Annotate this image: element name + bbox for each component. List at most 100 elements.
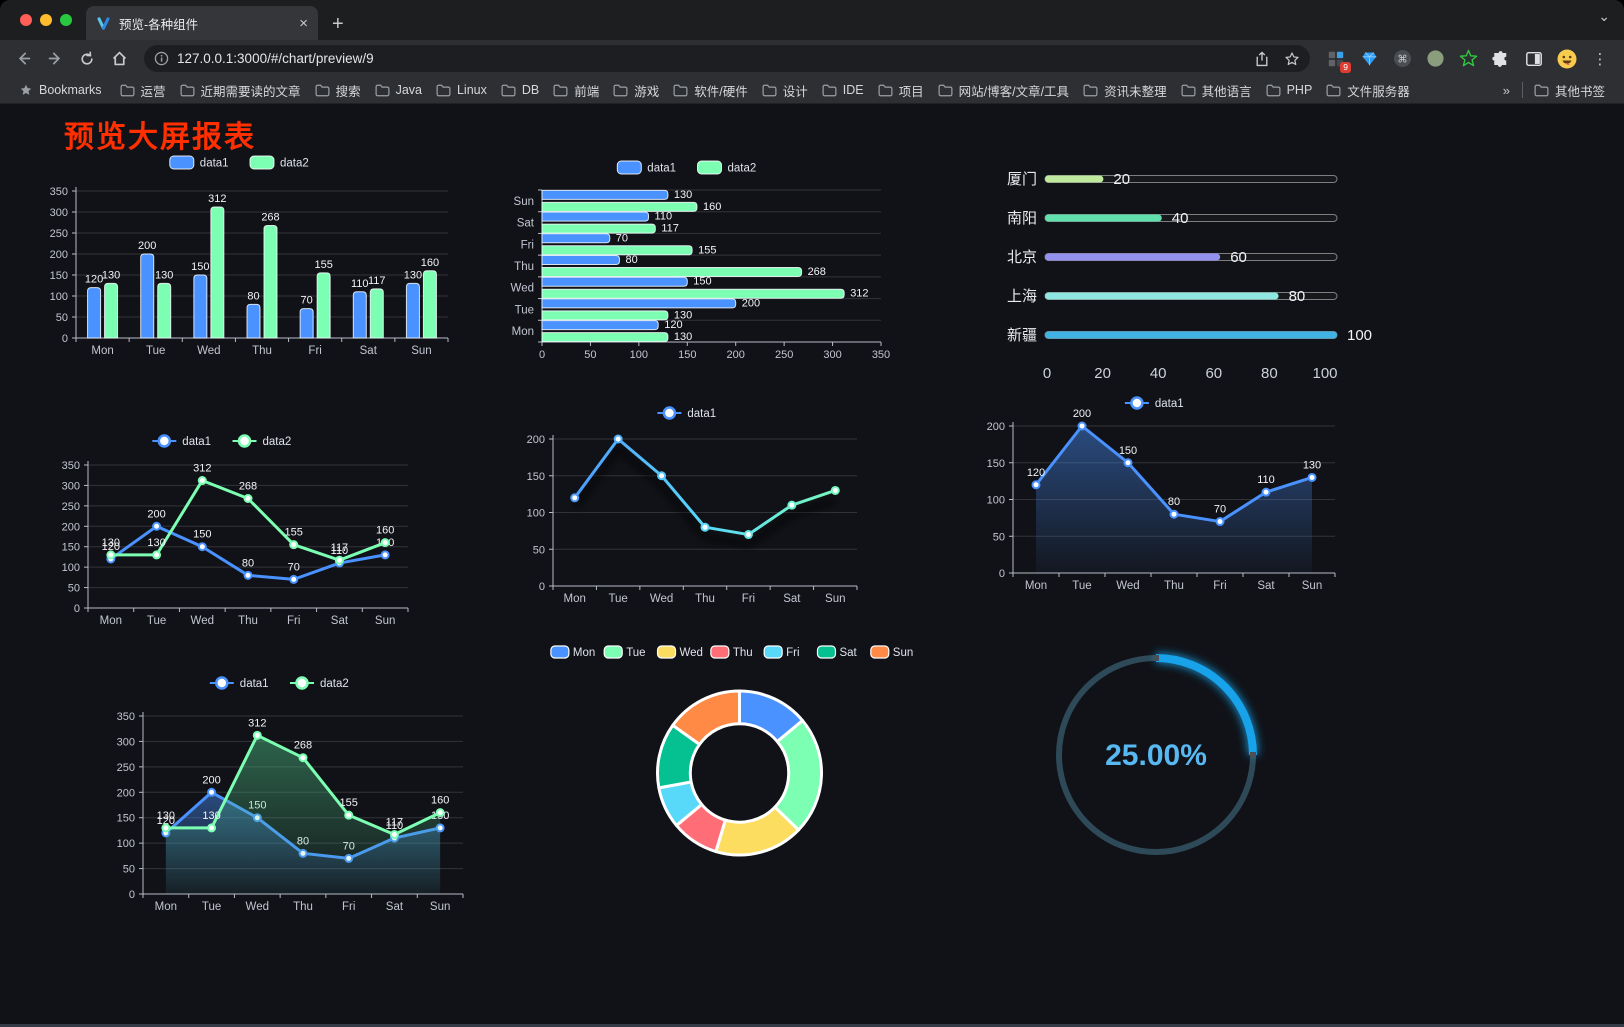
home-button[interactable]: [106, 46, 132, 72]
star-pentagram-icon[interactable]: [1458, 49, 1478, 69]
svg-text:200: 200: [727, 349, 745, 361]
svg-text:Tue: Tue: [626, 647, 645, 659]
window-minimize-button[interactable]: [40, 14, 52, 26]
share-icon[interactable]: [1254, 51, 1270, 67]
puzzle-icon[interactable]: [1491, 49, 1511, 69]
svg-text:130: 130: [404, 269, 422, 281]
svg-text:data2: data2: [263, 436, 292, 448]
tab-close-button[interactable]: ×: [299, 14, 308, 32]
svg-text:40: 40: [1172, 210, 1189, 227]
bookmark-folder[interactable]: 设计: [755, 79, 815, 102]
url-text[interactable]: 127.0.0.1:3000/#/chart/preview/9: [177, 51, 374, 66]
chart-gauge[interactable]: 25.00%: [1040, 644, 1275, 874]
chart-grouped-bar[interactable]: data1 data2 0 50 100 150 200 250 300 350 Mon Tue Wed…: [40, 151, 460, 366]
svg-text:Fri: Fri: [342, 901, 355, 913]
svg-text:312: 312: [248, 717, 266, 729]
menu-kebab-icon[interactable]: ⋮: [1592, 50, 1608, 68]
window-maximize-button[interactable]: [60, 14, 72, 26]
reload-button[interactable]: [74, 46, 100, 72]
svg-text:130: 130: [1303, 459, 1321, 471]
svg-text:150: 150: [62, 542, 80, 554]
bookmarks-root-label: Bookmarks: [39, 83, 102, 97]
chart-two-series-area[interactable]: data1 data2 0 50 100 150 200 250 300 350 Mon Tue Wed…: [95, 671, 485, 919]
folder-icon: [120, 84, 135, 96]
svg-text:150: 150: [678, 349, 696, 361]
svg-text:268: 268: [261, 211, 279, 223]
svg-text:350: 350: [50, 186, 68, 198]
folder-icon: [180, 84, 195, 96]
chart-donut[interactable]: Mon Tue Wed Thu Fri Sat Sun: [550, 634, 925, 874]
bookmark-folder[interactable]: 运营: [113, 79, 173, 102]
new-tab-button[interactable]: +: [332, 13, 344, 35]
bookmark-folder[interactable]: 其他语言: [1174, 79, 1259, 102]
svg-text:130: 130: [674, 309, 692, 321]
chart-area-line[interactable]: data1 0 50 100 150 200 Mon Tue Wed Thu Fri Sat Sun 12…: [970, 391, 1360, 596]
svg-text:厦门: 厦门: [1007, 171, 1037, 188]
bookmark-folder[interactable]: 文件服务器: [1319, 79, 1417, 102]
svg-text:data1: data1: [240, 678, 269, 690]
folder-icon: [673, 84, 688, 96]
chart-city-progress[interactable]: 厦门 20 南阳 40 北京 60 上海 80 新疆 100 0 20 40 60 80 100: [985, 159, 1380, 389]
window-close-button[interactable]: [20, 14, 32, 26]
bookmark-folder[interactable]: 搜索: [308, 79, 368, 102]
chart-gradient-line[interactable]: data1 0 50 100 150 200 Mon Tue Wed Thu Fri Sat Sun: [500, 401, 895, 611]
svg-text:0: 0: [539, 349, 545, 361]
home-icon: [112, 51, 126, 66]
svg-text:250: 250: [775, 349, 793, 361]
tab-search-chevron-icon[interactable]: ⌄: [1598, 8, 1610, 24]
profile-avatar[interactable]: [1557, 49, 1577, 69]
bookmark-folder[interactable]: 资讯未整理: [1076, 79, 1174, 102]
bookmark-folder[interactable]: IDE: [815, 81, 871, 99]
svg-text:Mon: Mon: [155, 901, 177, 913]
bookmark-folder[interactable]: DB: [494, 81, 546, 99]
address-bar[interactable]: 127.0.0.1:3000/#/chart/preview/9: [144, 45, 1310, 72]
bookmark-folder[interactable]: PHP: [1259, 81, 1320, 99]
svg-text:300: 300: [823, 349, 841, 361]
gem-icon[interactable]: [1359, 49, 1379, 69]
svg-text:250: 250: [50, 228, 68, 240]
svg-text:160: 160: [703, 201, 721, 213]
command-circle-icon[interactable]: ⌘: [1392, 49, 1412, 69]
back-button[interactable]: [10, 46, 36, 72]
chart-horizontal-bar[interactable]: data1 data2 Sun Sat Fri Thu Wed Tue Mon 0 50 100 150…: [500, 156, 895, 368]
svg-text:南阳: 南阳: [1007, 210, 1037, 227]
page-title: 预览大屏报表: [64, 121, 256, 154]
bookmark-folder[interactable]: 前端: [546, 79, 606, 102]
bookmark-folder[interactable]: 软件/硬件: [666, 79, 754, 102]
bookmark-folder[interactable]: 网站/博客/文章/工具: [931, 79, 1076, 102]
bookmarks-root-item[interactable]: Bookmarks: [12, 81, 109, 99]
bookmark-folder[interactable]: 近期需要读的文章: [173, 79, 308, 102]
bookmark-folder[interactable]: 项目: [871, 79, 931, 102]
svg-text:70: 70: [616, 232, 628, 244]
side-panel-icon[interactable]: [1524, 49, 1544, 69]
bookmark-star-icon[interactable]: [1284, 51, 1300, 67]
svg-text:data2: data2: [280, 158, 309, 170]
site-info-icon[interactable]: [154, 51, 169, 66]
svg-text:60: 60: [1205, 365, 1222, 382]
svg-text:Sat: Sat: [360, 345, 378, 357]
chart-two-series-line[interactable]: data1 data2 0 50 100 150 200 250 300 350 Mon Tue Wed…: [40, 429, 425, 636]
svg-text:Sat: Sat: [517, 218, 535, 230]
svg-text:40: 40: [1150, 365, 1167, 382]
svg-text:Fri: Fri: [287, 615, 300, 627]
ext-grid-icon[interactable]: 9: [1326, 49, 1351, 73]
svg-text:250: 250: [117, 762, 135, 774]
svg-text:Tue: Tue: [202, 901, 221, 913]
bookmark-folder[interactable]: Linux: [429, 81, 494, 99]
svg-text:155: 155: [285, 527, 303, 539]
bookmarks-overflow-button[interactable]: »: [1502, 82, 1510, 98]
svg-text:Fri: Fri: [308, 345, 321, 357]
svg-text:上海: 上海: [1007, 288, 1037, 305]
bookmark-folder[interactable]: 游戏: [606, 79, 666, 102]
svg-text:200: 200: [1073, 408, 1091, 420]
bookmark-folder[interactable]: Java: [368, 81, 429, 99]
other-bookmarks-folder[interactable]: 其他书签: [1527, 79, 1612, 102]
browser-tab[interactable]: 预览-各种组件 ×: [86, 6, 318, 40]
svg-text:200: 200: [202, 774, 220, 786]
svg-text:80: 80: [1261, 365, 1278, 382]
green-dot-icon[interactable]: [1425, 49, 1445, 69]
svg-text:25.00%: 25.00%: [1105, 739, 1207, 772]
folder-icon: [762, 84, 777, 96]
forward-button[interactable]: [42, 46, 68, 72]
